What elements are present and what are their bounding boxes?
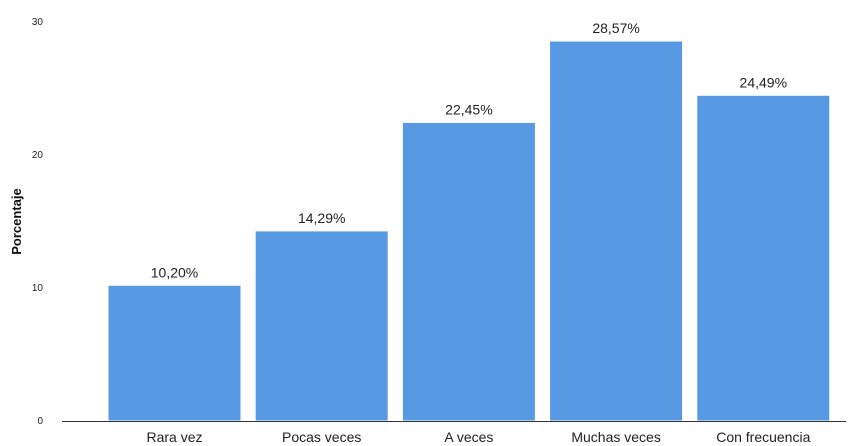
- x-axis-labels-group: Rara vez Pocas veces A veces Muchas veces Co…: [146, 429, 810, 445]
- y-tick-label: 10: [32, 283, 44, 294]
- y-tick-label: 0: [37, 416, 43, 427]
- y-axis-ticks: 0 10 20 30: [32, 17, 44, 427]
- bar: [107, 284, 242, 422]
- x-category-label: Muchas veces: [571, 429, 660, 445]
- bar: [254, 230, 389, 422]
- bars-group: [107, 40, 831, 422]
- bar: [401, 121, 536, 422]
- bar: [549, 40, 684, 422]
- x-category-label: A veces: [444, 429, 493, 445]
- bar-data-label: 14,29%: [298, 210, 345, 226]
- data-labels-group: 10,20% 14,29% 22,45% 28,57% 24,49%: [151, 20, 787, 280]
- y-tick-label: 30: [32, 17, 44, 28]
- bar: [696, 94, 831, 422]
- bar-data-label: 28,57%: [592, 20, 639, 36]
- bar-data-label: 24,49%: [740, 74, 787, 90]
- bar-data-label: 10,20%: [151, 264, 198, 280]
- y-axis-title: Porcentaje: [9, 188, 24, 254]
- y-tick-label: 20: [32, 150, 44, 161]
- x-category-label: Pocas veces: [282, 429, 361, 445]
- bar-data-label: 22,45%: [445, 101, 492, 117]
- x-category-label: Con frecuencia: [716, 429, 810, 445]
- x-category-label: Rara vez: [146, 429, 202, 445]
